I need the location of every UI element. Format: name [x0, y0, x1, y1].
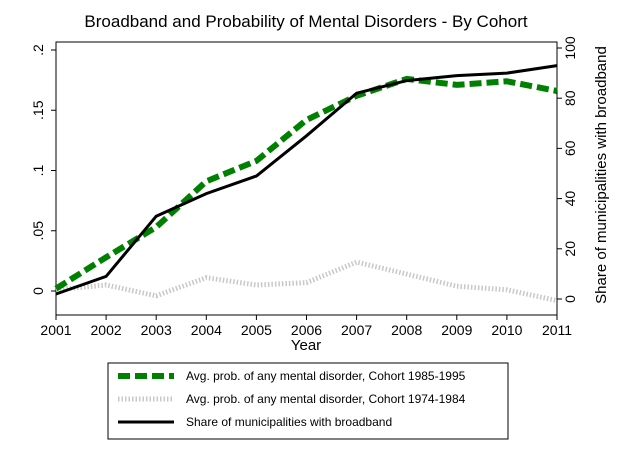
series-layer [54, 64, 558, 304]
legend: Avg. prob. of any mental disorder, Cohor… [107, 362, 509, 440]
legend-label-3: Share of municipalities with broadband [186, 415, 392, 429]
x-tick-label: 2009 [441, 322, 472, 338]
series-line-1 [54, 75, 558, 292]
x-tick-label: 2010 [491, 322, 522, 338]
chart-title: Broadband and Probability of Mental Diso… [84, 12, 527, 31]
x-tick-label: 2002 [91, 322, 122, 338]
left-tick-label: .15 [30, 100, 46, 120]
series-line-2 [55, 259, 558, 304]
x-axis-label: Year [291, 337, 321, 354]
plot-area-border [55, 41, 558, 316]
right-y-axis-label: Share of municipalities with broadband [593, 46, 610, 304]
left-y-axis: 0 .05 .1 .15 .2 [30, 44, 56, 295]
legend-label-1: Avg. prob. of any mental disorder, Cohor… [186, 369, 466, 383]
right-tick-label: 60 [562, 140, 578, 156]
left-tick-label: .1 [30, 164, 46, 176]
right-tick-label: 100 [562, 36, 578, 60]
legend-label-2: Avg. prob. of any mental disorder, Cohor… [186, 392, 466, 406]
left-tick-label: .05 [30, 221, 46, 241]
x-tick-label: 2011 [542, 322, 572, 338]
left-tick-label: 0 [30, 287, 46, 295]
left-tick-label: .2 [30, 44, 46, 56]
x-tick-label: 2006 [291, 322, 322, 338]
x-tick-label: 2007 [341, 322, 372, 338]
plot-frame [55, 41, 558, 316]
right-y-axis: 0 20 40 60 80 100 [557, 36, 578, 303]
x-tick-label: 2008 [391, 322, 422, 338]
x-tick-label: 2003 [141, 322, 172, 338]
legend-box [107, 362, 509, 440]
right-tick-label: 0 [562, 295, 578, 303]
x-tick-label: 2005 [241, 322, 272, 338]
series-line-3 [55, 64, 558, 296]
x-tick-label: 2004 [191, 322, 222, 338]
x-axis: 2001 2002 2003 2004 2005 2006 2007 2008 2009 2010… [40, 315, 572, 338]
right-tick-label: 80 [562, 90, 578, 106]
right-tick-label: 20 [562, 241, 578, 257]
right-tick-label: 40 [562, 191, 578, 207]
x-tick-label: 2001 [40, 322, 71, 338]
